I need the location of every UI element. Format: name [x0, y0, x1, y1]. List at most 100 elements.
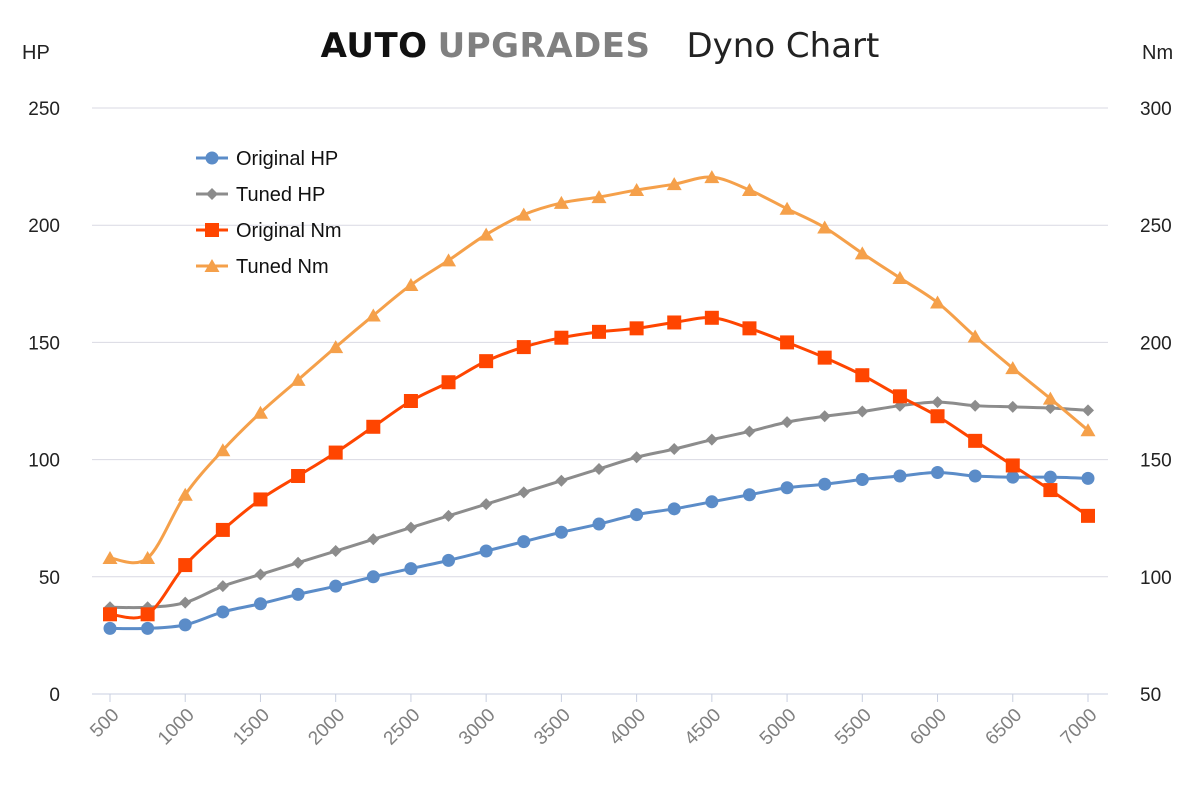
- data-point: [328, 445, 343, 460]
- data-point: [780, 335, 795, 350]
- data-point: [103, 621, 117, 635]
- data-point: [1080, 423, 1096, 437]
- data-point: [291, 587, 305, 601]
- data-point: [1042, 391, 1058, 405]
- right-tick-label: 200: [1140, 333, 1172, 354]
- data-point: [743, 425, 756, 438]
- data-point: [704, 310, 719, 325]
- data-point: [854, 246, 870, 260]
- legend-label: Original HP: [236, 148, 338, 170]
- data-point: [517, 535, 531, 549]
- data-point: [442, 509, 455, 522]
- data-point: [554, 525, 568, 539]
- data-point: [403, 394, 418, 408]
- x-tick-label: 3000: [455, 705, 500, 750]
- data-point: [630, 508, 644, 522]
- x-axis: 500 1000 1500 2000 2500 3000 3500 4000 4500 5000 5…: [86, 694, 1102, 750]
- data-point: [517, 486, 530, 499]
- data-point: [329, 545, 342, 558]
- data-point: [177, 487, 193, 501]
- data-point: [892, 270, 908, 284]
- data-point: [930, 295, 946, 309]
- data-point: [855, 473, 869, 487]
- legend-item: Original HP: [196, 148, 338, 170]
- data-point: [140, 607, 155, 622]
- data-point: [667, 502, 681, 516]
- data-point: [818, 477, 832, 491]
- x-tick-label: 4000: [605, 705, 650, 750]
- data-point: [329, 579, 343, 593]
- data-point: [290, 372, 306, 386]
- data-point: [1006, 470, 1020, 484]
- data-point: [704, 170, 720, 184]
- data-point: [780, 481, 794, 495]
- data-point: [629, 321, 644, 336]
- data-point: [930, 409, 945, 424]
- legend-swatch-marker: [205, 151, 219, 165]
- brand-primary: AUTO: [320, 26, 428, 66]
- legend-item: Tuned HP: [196, 184, 325, 206]
- x-tick-label: 1000: [154, 705, 199, 750]
- chart-series: [102, 170, 1096, 635]
- legend-item: Tuned Nm: [196, 256, 329, 278]
- data-point: [1082, 404, 1094, 417]
- x-tick-label: 5500: [831, 705, 876, 750]
- left-axis-unit-label: HP: [22, 42, 50, 64]
- data-point: [779, 201, 795, 215]
- left-tick-label: 50: [39, 568, 60, 589]
- left-axis-ticks: 0 50 100 150 200 250: [28, 99, 60, 706]
- data-point: [479, 354, 494, 369]
- data-point: [1043, 483, 1058, 498]
- data-point: [1081, 471, 1095, 485]
- data-point: [968, 469, 982, 483]
- data-point: [102, 551, 118, 565]
- x-tick-label: 500: [86, 705, 123, 742]
- legend-swatch-marker: [206, 188, 218, 200]
- data-point: [931, 465, 945, 479]
- data-point: [931, 396, 944, 409]
- data-point: [216, 605, 230, 619]
- data-point: [741, 183, 757, 197]
- data-point: [818, 410, 831, 423]
- x-tick-label: 6000: [906, 705, 951, 750]
- chart-title-text: Dyno Chart: [686, 26, 880, 66]
- data-point: [254, 568, 267, 581]
- data-point: [593, 462, 605, 475]
- data-point: [742, 488, 756, 502]
- data-point: [179, 596, 192, 609]
- data-point: [969, 399, 982, 412]
- right-axis-ticks: 50 100 150 200 250 300: [1140, 99, 1172, 706]
- data-point: [892, 389, 907, 404]
- data-point: [141, 621, 155, 635]
- chart-title: AUTO UPGRADES Dyno Chart: [0, 26, 1200, 66]
- data-point: [630, 451, 643, 464]
- data-point: [366, 570, 380, 584]
- data-point: [855, 368, 870, 383]
- legend-swatch-marker: [205, 223, 219, 237]
- legend-label: Tuned HP: [236, 184, 325, 206]
- series-tuned-nm: [102, 170, 1096, 565]
- data-point: [367, 533, 380, 546]
- data-point: [516, 340, 531, 355]
- data-point: [591, 190, 607, 204]
- data-point: [629, 183, 645, 197]
- data-point: [478, 227, 494, 241]
- left-tick-label: 0: [49, 685, 60, 706]
- data-point: [817, 350, 832, 365]
- data-point: [442, 553, 456, 567]
- data-point: [705, 433, 718, 446]
- data-point: [215, 522, 230, 537]
- x-tick-label: 7000: [1057, 705, 1102, 750]
- data-point: [1005, 458, 1020, 473]
- data-point: [817, 220, 833, 234]
- data-point: [328, 340, 344, 354]
- data-point: [366, 419, 381, 434]
- x-tick-label: 1500: [229, 705, 274, 750]
- data-point: [216, 580, 229, 593]
- series-original-nm: [103, 310, 1095, 622]
- data-point: [252, 405, 268, 419]
- x-tick-label: 5000: [756, 705, 801, 750]
- legend-swatch-marker: [204, 259, 220, 272]
- data-point: [667, 315, 682, 330]
